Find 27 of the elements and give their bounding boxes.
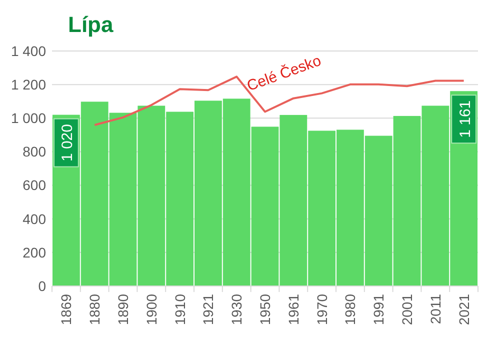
x-tick-label: 1900 <box>143 294 160 326</box>
x-tick-label: 1950 <box>257 294 273 326</box>
chart-title: Lípa <box>68 12 114 37</box>
y-tick-label: 1 200 <box>10 76 46 92</box>
x-tick-label: 1970 <box>314 294 330 326</box>
x-tick-label: 1991 <box>370 294 387 326</box>
x-tick-label: 1930 <box>228 294 245 326</box>
x-tick-label: 2021 <box>456 294 472 326</box>
y-tick-label: 400 <box>22 210 46 227</box>
y-tick-label: 1 000 <box>10 110 46 126</box>
y-tick-label: 200 <box>22 244 46 260</box>
x-tick-label: 1910 <box>172 294 188 326</box>
x-tick-label: 1961 <box>285 294 302 326</box>
y-tick-label: 600 <box>22 177 46 194</box>
data-label: 1 020 <box>59 124 76 162</box>
x-tick-label: 2001 <box>399 294 415 326</box>
x-tick-label: 1890 <box>115 294 131 326</box>
data-label: 1 161 <box>456 100 474 138</box>
text: Celé Česko <box>244 51 324 95</box>
x-tick-label: 1921 <box>200 294 216 326</box>
y-tick-label: 800 <box>22 144 46 160</box>
x-tick-label: 1980 <box>342 294 358 326</box>
x-tick-label: 2011 <box>427 294 444 324</box>
x-tick-label: 1880 <box>86 294 103 326</box>
y-tick-label: 1 400 <box>10 42 46 59</box>
x-tick-label: 1869 <box>58 294 74 326</box>
y-tick-label: 0 <box>38 278 46 294</box>
